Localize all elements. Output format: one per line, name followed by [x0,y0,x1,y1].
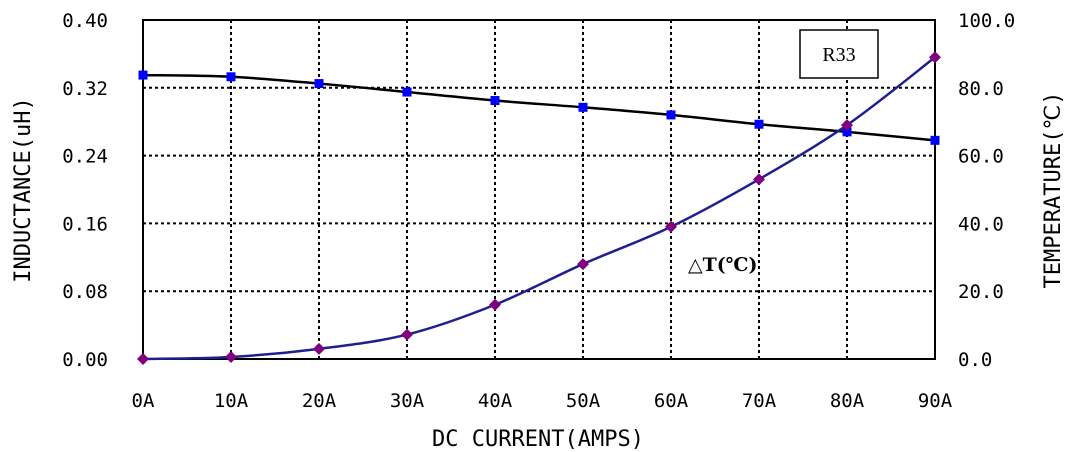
delta-t-annotation: △T(℃) [688,254,758,276]
series [137,51,941,365]
tick-labels: 0A 10A 20A 30A 40A 50A 60A 70A 80A 90A 0.00 0.08 0.1… [62,10,1015,412]
right-tick-label: 20.0 [958,281,1004,303]
right-tick-label: 0.0 [958,349,992,371]
data-point-square [402,87,412,97]
x-tick-label: 10A [214,390,249,412]
data-point-diamond [841,119,853,132]
right-tick-label: 80.0 [958,78,1004,100]
left-tick-label: 0.00 [62,349,108,371]
data-point-diamond [577,258,589,271]
data-point-square [138,70,148,80]
part-label-box: R33 [799,29,879,79]
data-point-square [490,96,500,106]
x-tick-label: 80A [830,390,865,412]
part-label: R33 [822,44,855,66]
right-axis-title: TEMPERATURE(℃) [1041,92,1066,289]
left-tick-label: 0.40 [62,10,108,32]
data-point-diamond [929,51,941,64]
data-point-diamond [665,220,677,233]
left-axis-title: INDUCTANCE(uH) [11,97,36,282]
right-tick-label: 60.0 [958,146,1004,168]
series-line-2 [142,56,936,361]
left-tick-label: 0.08 [62,281,108,303]
x-tick-label: 30A [390,390,425,412]
grid [143,20,935,359]
data-point-square [578,102,588,112]
x-tick-label: 70A [742,390,777,412]
data-point-square [226,72,236,82]
data-point-square [930,135,940,145]
left-tick-label: 0.16 [62,213,108,235]
x-tick-label: 50A [566,390,601,412]
left-tick-label: 0.32 [62,78,108,100]
x-tick-label: 40A [478,390,513,412]
x-tick-label: 0A [132,390,155,412]
data-point-square [842,127,852,137]
data-point-diamond [753,173,765,186]
data-point-square [314,79,324,89]
plot-frame [142,19,936,360]
data-point-diamond [401,328,413,341]
x-tick-label: 20A [302,390,337,412]
data-point-diamond [225,350,237,363]
data-point-diamond [313,342,325,355]
data-point-square [666,110,676,120]
left-tick-label: 0.24 [62,146,108,168]
right-tick-label: 100.0 [958,10,1015,32]
data-point-square [754,119,764,129]
x-tick-label: 60A [654,390,689,412]
right-tick-label: 40.0 [958,213,1004,235]
series-line-1 [142,73,936,142]
data-point-diamond [489,298,501,311]
x-tick-label: 90A [918,390,953,412]
data-point-diamond [137,353,149,365]
x-axis-title: DC CURRENT(AMPS) [432,427,644,452]
